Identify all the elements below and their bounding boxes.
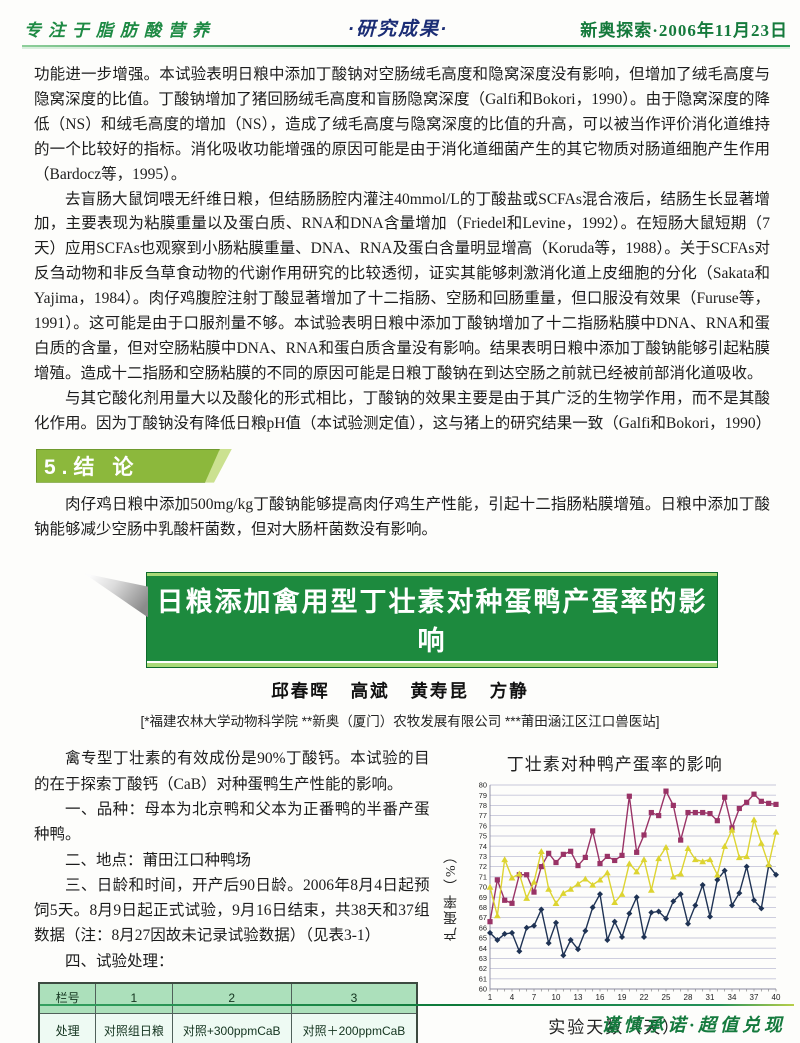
- svg-text:66: 66: [478, 924, 486, 933]
- conclusion-heading-box: [36, 449, 220, 483]
- svg-text:75: 75: [478, 832, 486, 841]
- svg-text:67: 67: [478, 914, 486, 923]
- table-cell: 对照＋200ppmCaB: [290, 1013, 418, 1043]
- header-tagline: 专注于脂肪酸营养: [24, 21, 216, 40]
- svg-text:78: 78: [478, 801, 486, 810]
- banner-box: 日粮添加禽用型丁壮素对种蛋鸭产蛋率的影响: [146, 572, 718, 669]
- chart-x-axis-label: 实验天数（天）: [548, 1018, 682, 1038]
- svg-text:19: 19: [617, 993, 626, 1002]
- banner-fold-icon: [84, 573, 148, 618]
- article2-item3: 三、日龄和时间，开产后90日龄。2006年8月4日起预饲5天。8月9日起正式试验…: [34, 876, 430, 945]
- page-header: 专注于脂肪酸营养 ·研究成果· 新奥探索·2006年11月23日: [0, 0, 800, 41]
- banner-white-line: [147, 661, 717, 664]
- svg-text:63: 63: [478, 954, 486, 963]
- banner-stripe-top: [147, 573, 717, 577]
- article2-left-column: 禽专型丁壮素的有效成份是90%丁酸钙。本试验的目的在于探索丁酸钙（CaB）对种蛋…: [34, 746, 430, 1043]
- article1-paragraph: 与其它酸化剂用量大以及酸化的形式相比，丁酸钠的效果主要是由于其广泛的生物学作用，…: [34, 389, 772, 432]
- chart-y-axis-label: 产蛋率（%）: [443, 847, 459, 942]
- conclusion-text: 肉仔鸡日粮中添加500mg/kg丁酸钠能够提高肉仔鸡生产性能，引起十二指肠粘膜增…: [34, 495, 770, 538]
- article2-right-column: 丁壮素对种鸭产蛋率的影响 产蛋率（%） 60 61 62 63 64 65 66 67 68 69…: [430, 746, 788, 1043]
- article2-item2: 二、地点：莆田江口种鸭场: [65, 851, 252, 869]
- svg-text:61: 61: [478, 975, 486, 984]
- svg-text:72: 72: [478, 863, 486, 872]
- chart-canvas: 6061626364656667686970717273747576777879…: [478, 781, 780, 1002]
- svg-text:74: 74: [478, 842, 486, 851]
- svg-text:70: 70: [478, 883, 486, 892]
- svg-text:68: 68: [478, 903, 486, 912]
- table-cell: 3: [290, 982, 418, 1015]
- table-row: 栏号 1 2 3: [38, 982, 418, 1015]
- svg-text:71: 71: [478, 873, 486, 882]
- svg-text:40: 40: [771, 993, 780, 1002]
- svg-text:10: 10: [551, 993, 560, 1002]
- treatment-table: 栏号 1 2 3 处理 对照组日粮 对照+300ppmCaB 对照＋200ppm…: [38, 982, 418, 1043]
- footer-rule: [40, 1004, 794, 1006]
- svg-text:62: 62: [478, 965, 486, 974]
- conclusion-heading-label: 5.结 论: [44, 455, 140, 479]
- header-section-title: ·研究成果·: [347, 19, 449, 40]
- conclusion-heading: 5.结 论: [36, 449, 232, 483]
- svg-text:4: 4: [509, 993, 514, 1002]
- table-row: 处理 对照组日粮 对照+300ppmCaB 对照＋200ppmCaB: [38, 1013, 418, 1043]
- header-issue-date: 新奥探索·2006年11月23日: [580, 21, 788, 40]
- svg-text:34: 34: [727, 993, 736, 1002]
- svg-text:79: 79: [478, 791, 486, 800]
- svg-text:25: 25: [661, 993, 670, 1002]
- svg-text:37: 37: [749, 993, 758, 1002]
- svg-text:69: 69: [478, 893, 486, 902]
- article2-item4: 四、试验处理：: [65, 952, 174, 970]
- article1-paragraph: 功能进一步增强。本试验表明日粮中添加丁酸钠对空肠绒毛高度和隐窝深度没有影响，但增…: [34, 66, 770, 183]
- svg-text:1: 1: [487, 993, 492, 1002]
- article1-body: 功能进一步增强。本试验表明日粮中添加丁酸钠对空肠绒毛高度和隐窝深度没有影响，但增…: [34, 63, 772, 437]
- article2-intro: 禽专型丁壮素的有效成份是90%丁酸钙。本试验的目的在于探索丁酸钙（CaB）对种蛋…: [34, 750, 430, 793]
- svg-text:60: 60: [478, 985, 486, 994]
- article2-authors: 邱春晖 高斌 黄寿昆 方静: [271, 681, 529, 702]
- article1-paragraph: 去盲肠大鼠饲喂无纤维日粮，但结肠肠腔内灌注40mmol/L的丁酸盐或SCFAs混…: [34, 190, 770, 382]
- svg-text:76: 76: [478, 822, 486, 831]
- svg-text:22: 22: [639, 993, 648, 1002]
- article2-title: 日粮添加禽用型丁壮素对种蛋鸭产蛋率的影响: [156, 587, 708, 657]
- footer-slogan: 谨慎承诺·超值兑现: [601, 1015, 786, 1035]
- svg-text:77: 77: [478, 812, 486, 821]
- chart-area: 产蛋率（%） 60 61 62 63 64 65 66 67 68 69 70 71 72 73 74 75 7…: [442, 777, 788, 1011]
- article2-item1: 一、品种：母本为北京鸭和父本为正番鸭的半番产蛋种鸭。: [34, 801, 430, 844]
- header-rule: [22, 45, 790, 47]
- svg-text:65: 65: [478, 934, 486, 943]
- article2-title-banner: 日粮添加禽用型丁壮素对种蛋鸭产蛋率的影响: [84, 572, 718, 669]
- banner-stripe-bottom: [147, 663, 717, 668]
- table-cell: 对照组日粮: [95, 1013, 173, 1043]
- svg-text:73: 73: [478, 852, 486, 861]
- article2-columns: 禽专型丁壮素的有效成份是90%丁酸钙。本试验的目的在于探索丁酸钙（CaB）对种蛋…: [34, 746, 788, 1043]
- svg-text:64: 64: [478, 944, 486, 953]
- svg-text:13: 13: [573, 993, 582, 1002]
- svg-text:31: 31: [705, 993, 714, 1002]
- svg-text:7: 7: [531, 993, 536, 1002]
- table-cell: 2: [171, 982, 292, 1015]
- table-cell: 对照+300ppmCaB: [171, 1013, 292, 1043]
- chart-title: 丁壮素对种鸭产蛋率的影响: [506, 755, 723, 775]
- article2-affiliation: [*福建农林大学动物科学院 **新奥（厦门）农牧发展有限公司 ***莆田涵江区江…: [140, 714, 660, 730]
- page-footer: 谨慎承诺·超值兑现: [0, 1004, 800, 1037]
- svg-text:28: 28: [683, 993, 692, 1002]
- table-cell: 处理: [38, 1013, 97, 1043]
- svg-text:16: 16: [595, 993, 604, 1002]
- svg-text:80: 80: [478, 781, 486, 790]
